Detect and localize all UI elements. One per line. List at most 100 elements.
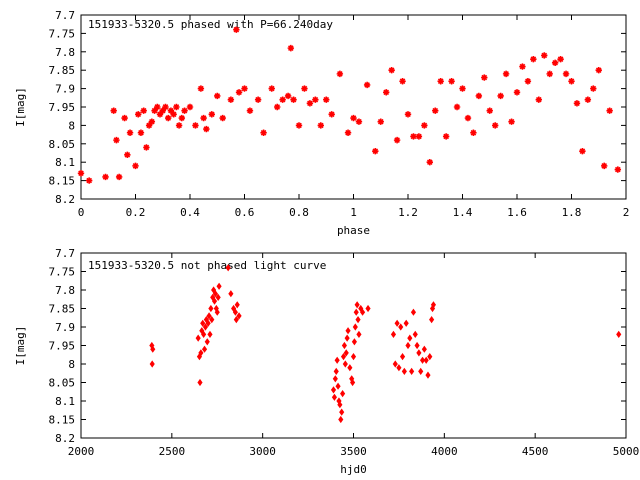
data-point — [124, 151, 131, 159]
data-point — [306, 100, 314, 107]
data-point — [330, 386, 337, 394]
unphased-x-tick-label: 2500 — [159, 445, 186, 458]
phased-y-tick-label: 8.2 — [55, 193, 75, 206]
unphased-y-tick-label: 8.15 — [49, 414, 76, 427]
data-point — [178, 114, 186, 122]
data-point — [337, 401, 343, 409]
data-point — [486, 107, 493, 114]
data-point — [233, 316, 239, 324]
data-point — [214, 308, 220, 316]
unphased-x-tick-label: 3000 — [249, 445, 276, 458]
data-point — [336, 70, 344, 78]
data-point — [149, 360, 155, 368]
data-point — [351, 338, 357, 346]
data-point — [372, 147, 379, 155]
data-point — [405, 341, 411, 350]
data-point — [150, 345, 156, 353]
data-point — [573, 100, 581, 107]
data-point — [332, 375, 338, 383]
data-point — [497, 92, 504, 100]
data-point — [340, 353, 347, 361]
data-point — [344, 129, 352, 136]
unphased-y-tick-label: 7.85 — [49, 303, 76, 316]
data-point — [383, 89, 390, 96]
phased-x-tick-label: 0 — [78, 206, 85, 219]
data-point — [340, 390, 346, 398]
data-point — [279, 96, 286, 103]
data-point — [546, 70, 553, 78]
data-point — [331, 393, 337, 401]
data-point — [241, 85, 248, 92]
data-point — [470, 129, 477, 136]
unphased-plot-title: 151933-5320.5 not phased light curve — [88, 259, 326, 272]
data-point — [228, 290, 234, 298]
phased-y-tick-label: 7.8 — [55, 46, 75, 59]
unphased-y-tick-label: 8.2 — [55, 432, 75, 445]
phased-x-tick-label: 0.6 — [235, 206, 255, 219]
data-point — [425, 371, 431, 379]
data-point — [404, 111, 412, 118]
data-point — [427, 353, 433, 361]
phased-light-curve-panel: 7.7 7.75 7.8 7.85 7.9 7.95 8 8.05 8.1 8.15 8.20 0.2… — [14, 9, 629, 237]
data-point — [377, 118, 384, 125]
data-point — [333, 367, 339, 375]
data-point — [284, 92, 292, 100]
data-point — [137, 129, 145, 136]
phased-y-tick-label: 8 — [68, 119, 75, 132]
data-point — [414, 341, 420, 350]
data-point — [410, 133, 417, 140]
unphased-y-axis-label: I[mag] — [14, 326, 27, 366]
data-point — [254, 96, 262, 103]
data-point — [345, 327, 351, 335]
data-point — [338, 415, 344, 424]
data-point — [502, 70, 510, 78]
data-point — [432, 107, 439, 114]
data-point — [390, 330, 397, 338]
data-point — [110, 107, 117, 114]
data-point — [148, 118, 156, 125]
data-point — [421, 345, 427, 353]
data-point — [355, 118, 363, 125]
data-point — [530, 55, 537, 63]
data-point — [354, 301, 360, 309]
data-point — [317, 122, 324, 129]
phased-x-tick-label: 1.2 — [398, 206, 418, 219]
data-point — [207, 330, 213, 338]
data-point — [295, 122, 303, 129]
data-point — [426, 159, 433, 166]
phased-y-tick-label: 7.95 — [49, 101, 76, 114]
data-point — [430, 301, 437, 309]
data-point — [363, 81, 371, 89]
data-point — [219, 114, 226, 122]
data-point — [236, 312, 242, 320]
data-point — [192, 122, 199, 129]
phased-x-tick-label: 0.2 — [126, 206, 146, 219]
phased-x-tick-label: 0.4 — [180, 206, 200, 219]
unphased-y-tick-label: 8.05 — [49, 377, 76, 390]
data-point — [459, 85, 466, 92]
data-point — [198, 349, 204, 357]
data-point — [214, 92, 221, 100]
data-point — [551, 59, 559, 67]
data-point — [140, 107, 147, 114]
data-point — [399, 78, 406, 85]
data-point — [347, 364, 353, 372]
data-point — [102, 173, 109, 181]
unphased-y-tick-label: 7.9 — [55, 321, 75, 334]
data-point — [159, 107, 166, 114]
data-point — [200, 114, 207, 122]
data-point — [562, 70, 570, 78]
data-point — [227, 96, 235, 103]
data-point — [579, 147, 586, 155]
data-point — [396, 364, 402, 372]
data-point — [301, 85, 308, 92]
data-point — [568, 78, 575, 85]
data-point — [423, 356, 429, 364]
data-point — [195, 334, 201, 342]
data-point — [464, 114, 472, 122]
data-point — [145, 122, 153, 129]
data-point — [429, 316, 435, 324]
data-point — [132, 162, 139, 170]
data-point — [260, 129, 267, 136]
data-point — [492, 122, 499, 129]
